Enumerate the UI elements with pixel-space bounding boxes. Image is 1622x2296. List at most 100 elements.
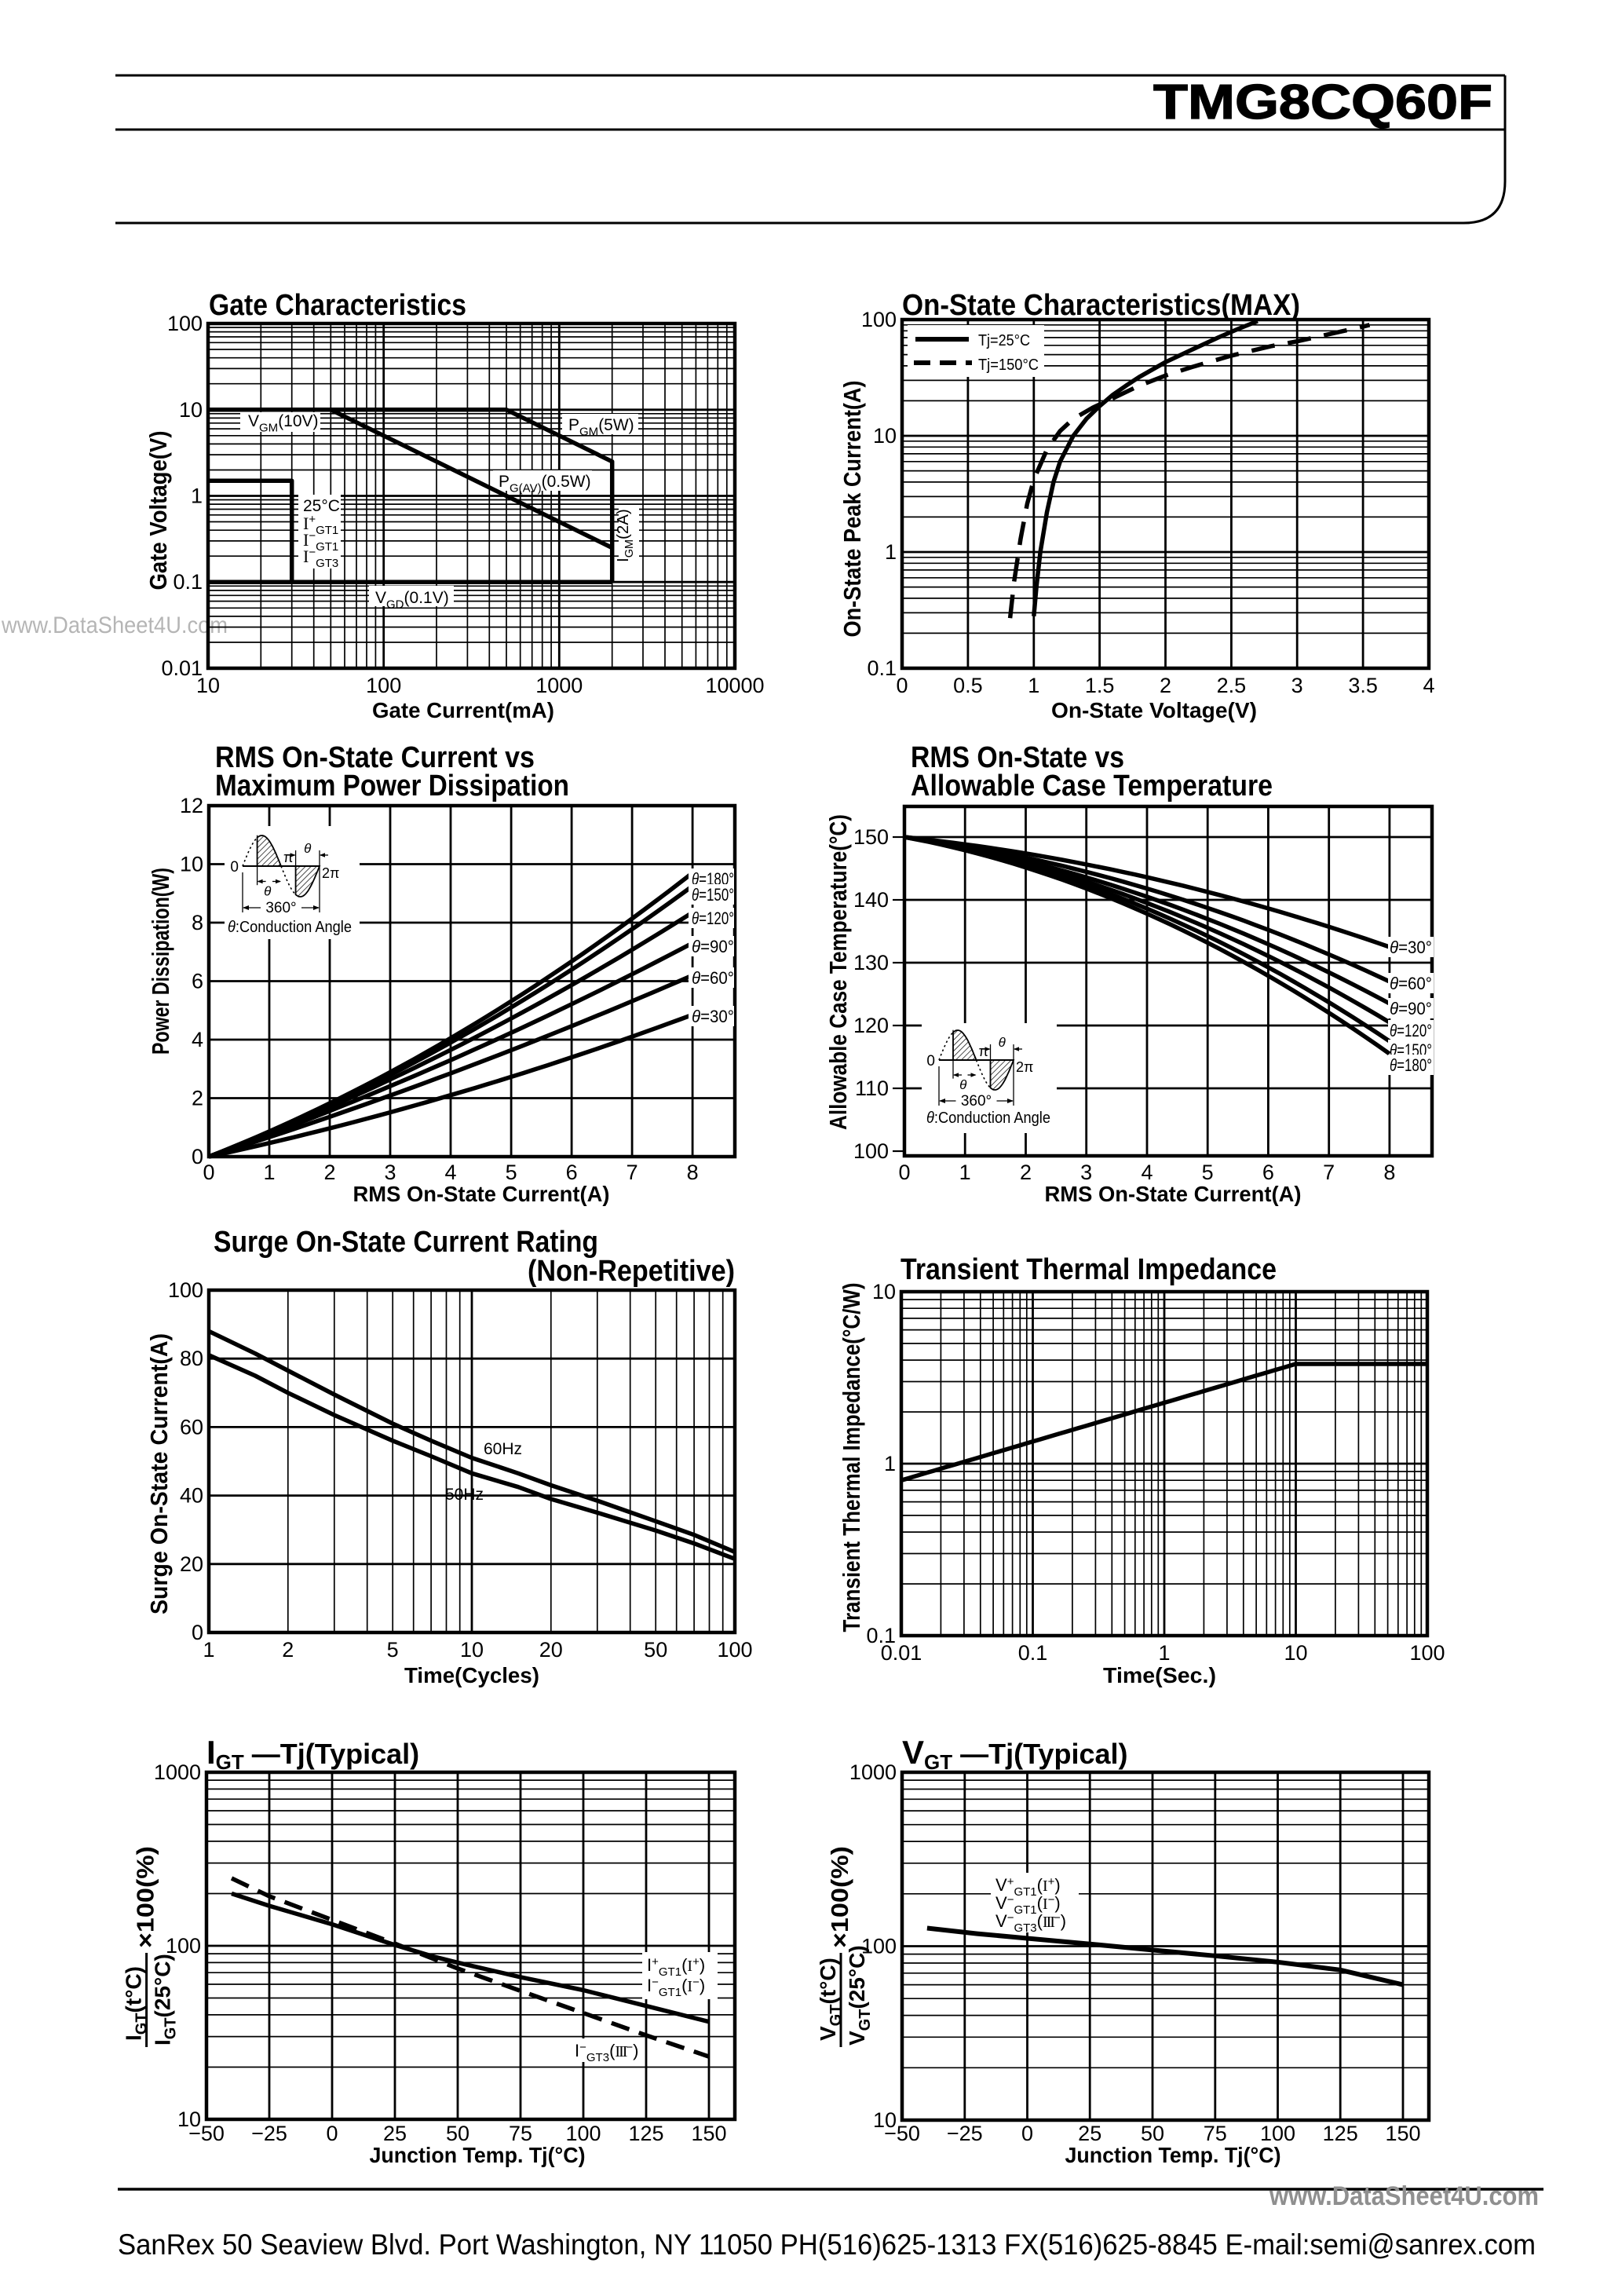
svg-text:θ=150°: θ=150° — [692, 885, 734, 905]
svg-text:0: 0 — [1021, 2122, 1033, 2145]
svg-text:8: 8 — [687, 1161, 699, 1184]
svg-text:VGM(10V): VGM(10V) — [248, 412, 319, 434]
svg-text:θ=30°: θ=30° — [1390, 938, 1432, 957]
svg-text:110: 110 — [855, 1077, 889, 1100]
svg-text:1: 1 — [263, 1161, 275, 1184]
svg-text:0.1: 0.1 — [1018, 1641, 1048, 1665]
svg-text:1: 1 — [203, 1638, 214, 1662]
svg-text:0.1: 0.1 — [866, 1624, 896, 1647]
svg-text:10: 10 — [460, 1638, 484, 1662]
svg-text:10: 10 — [180, 853, 203, 876]
svg-text:7: 7 — [627, 1161, 638, 1184]
svg-text:0.01: 0.01 — [161, 656, 203, 680]
svg-text:Time(Cycles): Time(Cycles) — [404, 1663, 539, 1687]
svg-text:Surge On-State Current Rating: Surge On-State Current Rating — [214, 1226, 598, 1259]
svg-text:0: 0 — [326, 2122, 338, 2145]
svg-text:0.1: 0.1 — [867, 656, 897, 680]
svg-text:1000: 1000 — [849, 1760, 897, 1784]
svg-text:100: 100 — [167, 312, 203, 335]
svg-text:RMS On-State Current vs: RMS On-State Current vs — [215, 741, 535, 774]
svg-text:10: 10 — [179, 398, 203, 422]
svg-text:1: 1 — [191, 484, 203, 508]
svg-text:125: 125 — [1323, 2122, 1358, 2145]
svg-text:Transient Thermal Impedance: Transient Thermal Impedance — [901, 1253, 1277, 1286]
svg-text:5: 5 — [506, 1161, 517, 1184]
svg-text:2π: 2π — [322, 865, 339, 881]
svg-text:On-State Voltage(V): On-State Voltage(V) — [1051, 698, 1257, 722]
svg-text:0.5: 0.5 — [953, 674, 983, 697]
svg-text:0: 0 — [926, 1053, 935, 1069]
svg-text:1000: 1000 — [154, 1760, 201, 1784]
svg-text:θ=120°: θ=120° — [692, 909, 734, 928]
svg-text:5: 5 — [1202, 1161, 1214, 1184]
svg-text:3.5: 3.5 — [1348, 674, 1378, 697]
svg-text:100: 100 — [853, 1139, 889, 1163]
svg-text:PG(AV)(0.5W): PG(AV)(0.5W) — [499, 473, 591, 495]
svg-text:100: 100 — [565, 2122, 601, 2145]
svg-text:4: 4 — [1423, 674, 1434, 697]
svg-text:Junction Temp. Tj(°C): Junction Temp. Tj(°C) — [1065, 2143, 1281, 2167]
svg-text:2: 2 — [1020, 1161, 1032, 1184]
svg-text:θ: θ — [999, 1035, 1006, 1050]
svg-text:θ=180°: θ=180° — [1390, 1055, 1432, 1075]
svg-text:75: 75 — [1204, 2122, 1227, 2145]
svg-text:On-State Peak Current(A): On-State Peak Current(A) — [838, 381, 866, 638]
svg-text:60Hz: 60Hz — [484, 1440, 522, 1458]
svg-text:10: 10 — [177, 2108, 201, 2131]
svg-text:2: 2 — [282, 1638, 294, 1662]
svg-text:×100(%): ×100(%) — [132, 1846, 159, 1948]
svg-text:150: 150 — [853, 825, 889, 849]
svg-text:SanRex 50 Seaview Blvd. Port W: SanRex 50 Seaview Blvd. Port Washington,… — [118, 2228, 1536, 2261]
svg-text:60: 60 — [180, 1415, 203, 1439]
svg-text:125: 125 — [628, 2122, 663, 2145]
svg-text:RMS On-State Current(A): RMS On-State Current(A) — [353, 1182, 610, 1206]
svg-text:2.5: 2.5 — [1217, 674, 1247, 697]
svg-text:100: 100 — [366, 674, 401, 697]
svg-text:1: 1 — [1158, 1641, 1170, 1665]
svg-text:−25: −25 — [947, 2122, 983, 2145]
svg-text:100: 100 — [1409, 1641, 1445, 1665]
svg-text:×100(%): ×100(%) — [826, 1846, 853, 1948]
svg-text:100: 100 — [168, 1278, 203, 1302]
svg-text:100: 100 — [717, 1638, 752, 1662]
svg-text:PGM(5W): PGM(5W) — [568, 416, 634, 438]
svg-text:Time(Sec.): Time(Sec.) — [1103, 1663, 1216, 1687]
svg-text:100: 100 — [1260, 2122, 1295, 2145]
svg-text:0: 0 — [192, 1145, 203, 1168]
svg-text:IGM(2A): IGM(2A) — [614, 509, 636, 562]
svg-text:8: 8 — [192, 911, 203, 934]
svg-text:2: 2 — [1160, 674, 1171, 697]
svg-text:20: 20 — [180, 1552, 203, 1576]
svg-text:360°: 360° — [961, 1093, 992, 1110]
svg-text:10000: 10000 — [705, 674, 764, 697]
svg-text:0: 0 — [230, 859, 239, 876]
svg-text:π: π — [283, 850, 293, 865]
svg-text:−25: −25 — [251, 2122, 287, 2145]
svg-text:2π: 2π — [1016, 1059, 1033, 1075]
svg-text:50Hz: 50Hz — [445, 1486, 484, 1504]
svg-text:40: 40 — [180, 1484, 203, 1508]
svg-text:25°C: 25°C — [303, 497, 340, 515]
svg-text:25: 25 — [1078, 2122, 1101, 2145]
svg-text:Maximum Power Dissipation: Maximum Power Dissipation — [215, 770, 569, 803]
svg-text:1: 1 — [885, 540, 897, 564]
svg-text:Allowable Case Temperature: Allowable Case Temperature — [911, 770, 1273, 803]
svg-text:10: 10 — [873, 2108, 897, 2132]
svg-text:360°: 360° — [265, 900, 296, 916]
svg-text:0: 0 — [898, 1161, 910, 1184]
svg-text:VGD(0.1V): VGD(0.1V) — [375, 589, 449, 611]
svg-text:0: 0 — [896, 674, 908, 697]
svg-text:www.DataSheet4U.com: www.DataSheet4U.com — [1269, 2181, 1539, 2211]
svg-text:10: 10 — [196, 674, 220, 697]
svg-text:10: 10 — [872, 1280, 896, 1303]
svg-text:5: 5 — [387, 1638, 399, 1662]
svg-text:100: 100 — [166, 1934, 201, 1958]
svg-text:Junction Temp. Tj(°C): Junction Temp. Tj(°C) — [370, 2143, 586, 2167]
svg-text:θ: θ — [264, 884, 272, 899]
svg-text:100: 100 — [861, 1935, 897, 1958]
svg-text:3: 3 — [384, 1161, 396, 1184]
svg-text:0: 0 — [203, 1161, 214, 1184]
svg-text:1.5: 1.5 — [1085, 674, 1115, 697]
svg-text:2: 2 — [323, 1161, 335, 1184]
svg-text:0.1: 0.1 — [173, 570, 203, 594]
